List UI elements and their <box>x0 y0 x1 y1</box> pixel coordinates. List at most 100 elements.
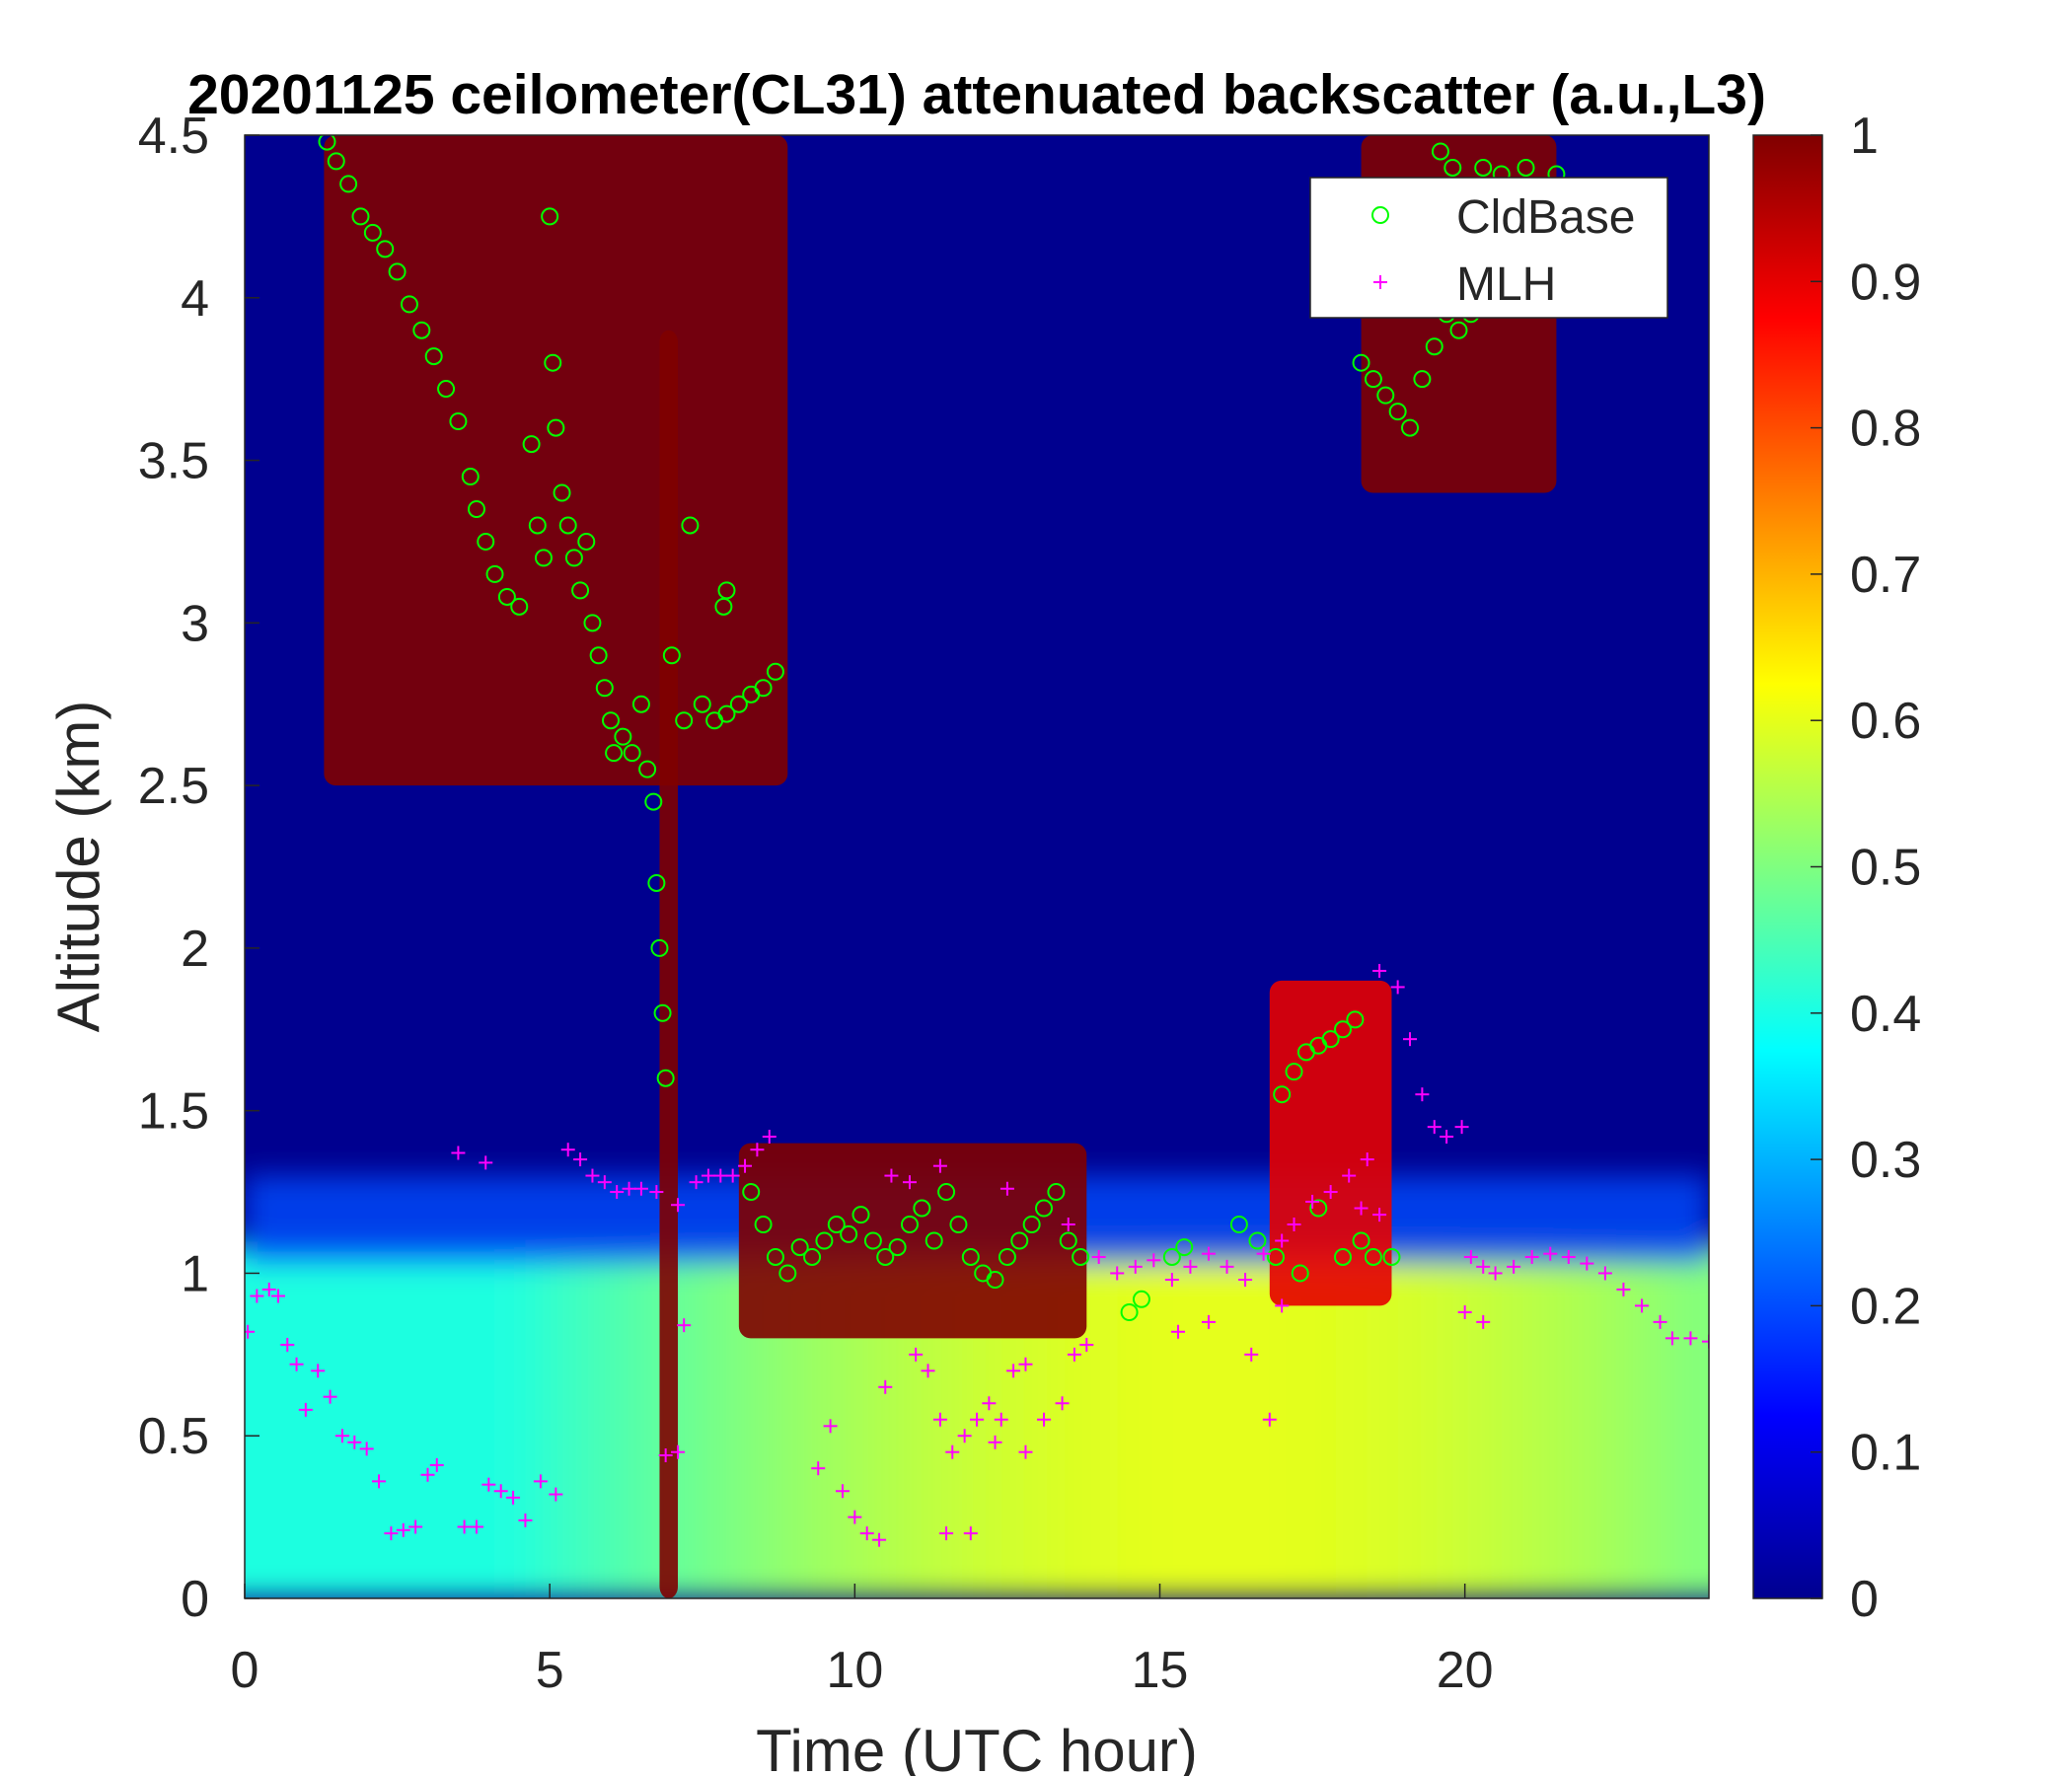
mlh-point <box>902 1175 917 1190</box>
mlh-point <box>957 1429 972 1443</box>
cldbase-point <box>986 1271 1004 1290</box>
cldbase-point <box>815 1231 834 1250</box>
cldbase-point <box>1291 1264 1309 1283</box>
cldbase-point <box>577 532 596 551</box>
cldbase-point <box>1413 370 1432 389</box>
y-tick-label: 1.5 <box>138 1083 209 1141</box>
mlh-point <box>945 1444 960 1459</box>
cldbase-point <box>1285 1063 1303 1081</box>
cldbase-point <box>1266 1247 1285 1266</box>
cldbase-point <box>602 711 620 730</box>
mlh-point <box>750 1143 765 1157</box>
mlh-point <box>1580 1256 1594 1271</box>
mlh-point <box>347 1435 362 1449</box>
cldbase-point <box>1229 1216 1248 1234</box>
cldbase-point <box>1132 1290 1150 1308</box>
cldbase-point <box>1364 370 1382 389</box>
mlh-point <box>1275 1298 1290 1313</box>
colorbar-tick-label: 0.2 <box>1850 1278 1921 1335</box>
colorbar-tick-label: 0.9 <box>1850 254 1921 311</box>
colorbar-ticks: 0 0.1 0.2 0.3 0.4 0.5 0.6 0.7 0.8 0.9 1 <box>1811 108 1921 1628</box>
mlh-point <box>1079 1337 1094 1352</box>
mlh-point <box>1360 1152 1374 1167</box>
chart-title: 20201125 ceilometer(CL31) attenuated bac… <box>187 63 1766 126</box>
mlh-point <box>334 1429 349 1443</box>
x-axis-label: Time (UTC hour) <box>756 1718 1198 1776</box>
mlh-point <box>649 1185 664 1200</box>
cldbase-point <box>388 262 407 281</box>
cldbase-point <box>851 1206 870 1224</box>
mlh-point <box>1091 1249 1106 1264</box>
mlh-point <box>457 1519 472 1534</box>
cldbase-point <box>595 679 614 698</box>
mlh-point <box>1262 1412 1277 1427</box>
y-axis-label: Altitude (km) <box>45 701 111 1033</box>
mlh-point <box>1524 1249 1539 1264</box>
mlh-point <box>859 1526 874 1541</box>
mlh-point <box>671 1444 686 1459</box>
cldbase-point <box>827 1216 846 1234</box>
cldbase-point <box>888 1238 907 1257</box>
colorbar-tick-label: 0.3 <box>1850 1132 1921 1189</box>
cldbase-point <box>925 1231 943 1250</box>
field-precip_column-2 <box>659 330 679 1598</box>
mlh-point <box>1220 1259 1234 1274</box>
legend-box <box>1309 177 1668 319</box>
mlh-point <box>994 1412 1008 1427</box>
x-tick-label: 10 <box>826 1642 883 1699</box>
cldbase-point <box>998 1247 1016 1266</box>
mlh-point <box>939 1526 954 1541</box>
cldbase-point <box>544 353 562 372</box>
mlh-point <box>1238 1273 1253 1288</box>
cldbase-point <box>1175 1238 1194 1257</box>
mlh-point <box>1323 1185 1338 1200</box>
y-axis: 0 0.5 1 1.5 2 2.5 3 3.5 4 4.5 <box>138 108 259 1628</box>
mlh-point <box>451 1146 466 1160</box>
cldbase-point <box>400 295 418 314</box>
cldbase-point <box>631 695 650 713</box>
mlh-point <box>811 1461 826 1476</box>
mlh-point <box>1390 980 1405 995</box>
cldbase-point <box>571 581 590 600</box>
cldbase-point <box>1443 158 1462 177</box>
legend-mlh-marker <box>1373 275 1387 289</box>
legend-cldbase-label: CldBase <box>1456 191 1635 244</box>
mlh-point <box>932 1412 947 1427</box>
mlh-point <box>359 1442 374 1456</box>
mlh-point <box>261 1282 276 1296</box>
cldbase-point <box>510 597 529 616</box>
cldbase-point <box>1248 1231 1267 1250</box>
mlh-point <box>671 1198 686 1213</box>
mlh-point <box>1171 1324 1186 1339</box>
field-cloud-1 <box>324 135 788 786</box>
mlh-point <box>271 1289 286 1303</box>
legend: CldBase MLH <box>1309 177 1668 319</box>
colorbar-tick-label: 1 <box>1850 108 1879 165</box>
cldbase-point <box>717 704 736 723</box>
y-tick-label: 2.5 <box>138 758 209 815</box>
field-cell <box>1269 980 1392 1306</box>
cldbase-point <box>681 516 700 535</box>
cldbase-point <box>485 564 504 583</box>
cldbase-point <box>961 1247 980 1266</box>
cldbase-point <box>376 240 395 259</box>
mlh-point <box>1702 1334 1709 1349</box>
mlh-point <box>1037 1412 1052 1427</box>
mlh-point <box>1454 1120 1469 1135</box>
mlh-point <box>1543 1246 1558 1261</box>
mlh-point <box>469 1519 483 1534</box>
mlh-point <box>610 1185 625 1200</box>
cldbase-point <box>1047 1183 1066 1202</box>
mlh-point <box>999 1181 1014 1196</box>
mlh-point <box>713 1168 728 1183</box>
cldbase-point <box>1346 1010 1365 1029</box>
y-tick-label: 0.5 <box>138 1408 209 1465</box>
x-tick-label: 5 <box>536 1642 564 1699</box>
cldbase-point <box>318 135 336 151</box>
cldbase-point <box>766 662 784 681</box>
colorbar-tick-label: 0.7 <box>1850 547 1921 604</box>
mlh-point <box>1110 1266 1125 1281</box>
cldbase-point <box>1376 386 1395 405</box>
mlh-point <box>1463 1249 1478 1264</box>
cldbase-point <box>583 614 602 632</box>
